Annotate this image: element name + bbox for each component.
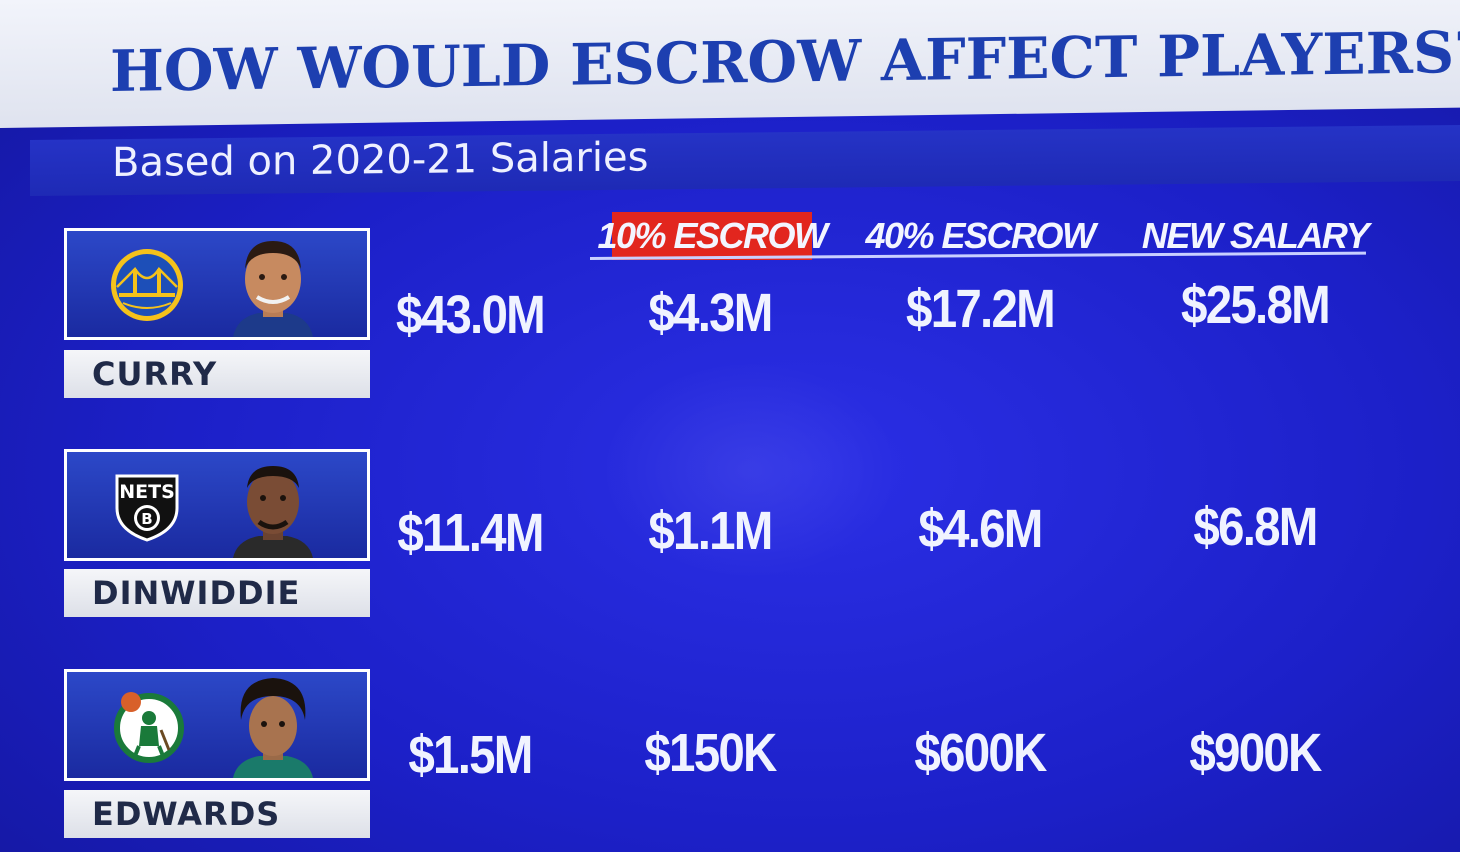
player-name-edwards: EDWARDS xyxy=(64,790,370,838)
player-name-dinwiddie: DINWIDDIE xyxy=(64,569,370,617)
salary-edwards: $1.5M xyxy=(408,725,533,785)
new-salary-edwards: $900K xyxy=(1189,723,1322,783)
escrow-40-dinwiddie: $4.6M xyxy=(918,499,1043,559)
column-header-40-escrow: 40% ESCROW xyxy=(865,215,1096,256)
salary-curry: $43.0M xyxy=(396,285,546,345)
celtics-logo-icon xyxy=(114,692,184,763)
new-salary-dinwiddie: $6.8M xyxy=(1193,497,1318,557)
new-salary-curry: $25.8M xyxy=(1181,275,1331,335)
escrow-40-edwards: $600K xyxy=(914,723,1047,783)
nets-logo-icon: NETS B xyxy=(115,474,179,542)
column-header-new-salary: NEW SALARY xyxy=(1141,215,1370,256)
player-name-curry: CURRY xyxy=(64,350,370,398)
svg-text:B: B xyxy=(141,510,152,528)
warriors-logo-icon xyxy=(111,249,183,321)
column-header-10-escrow: 10% ESCROW xyxy=(597,212,828,260)
escrow-10-edwards: $150K xyxy=(644,723,777,783)
escrow-40-curry: $17.2M xyxy=(906,279,1056,339)
nets-logo-text: NETS xyxy=(119,481,175,503)
player-card-edwards xyxy=(64,669,370,781)
escrow-10-curry: $4.3M xyxy=(648,283,773,343)
salary-dinwiddie: $11.4M xyxy=(397,503,544,563)
graphic-subtitle: Based on 2020-21 Salaries xyxy=(112,134,649,186)
player-card-curry xyxy=(64,228,370,340)
player-headshot-edwards xyxy=(233,678,313,778)
player-headshot-curry xyxy=(233,241,313,337)
player-card-dinwiddie: NETS B xyxy=(64,449,370,561)
player-headshot-dinwiddie xyxy=(233,466,313,558)
screen-glare xyxy=(600,360,900,580)
escrow-10-dinwiddie: $1.1M xyxy=(648,501,773,561)
